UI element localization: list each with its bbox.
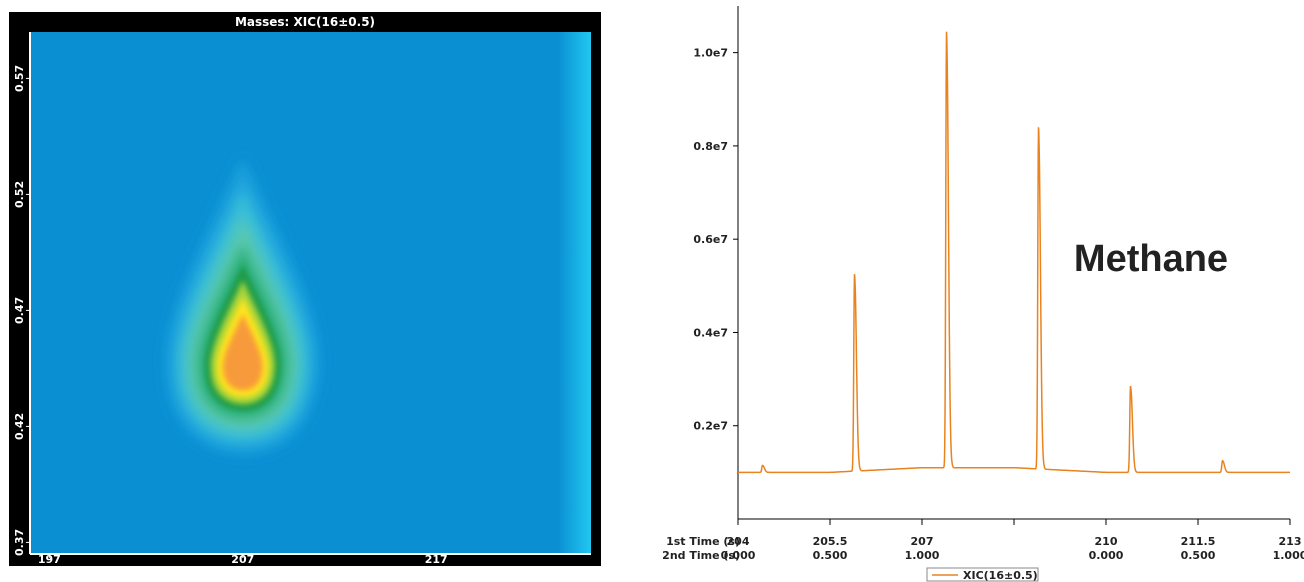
line-x-tick-label: 205.5 xyxy=(813,535,848,548)
line-y-tick-label: 0.2e7 xyxy=(693,420,728,433)
line-x-tick-label: 210 xyxy=(1095,535,1118,548)
heatmap-peak-blob xyxy=(166,158,320,454)
heatmap-right-band xyxy=(558,32,591,554)
line-x-tick-label: 213 xyxy=(1279,535,1302,548)
heatmap-x-tick-label: 197 xyxy=(38,553,61,566)
line-x-tick-label: 204 xyxy=(727,535,750,548)
line-x-tick-label-2nd: 0.000 xyxy=(721,549,756,562)
line-y-tick-label: 0.4e7 xyxy=(693,326,728,339)
line-y-ticks: 1.0e7 0.8e7 0.6e7 0.4e7 0.2e7 xyxy=(693,47,738,433)
line-x-tick-label-2nd: 1.000 xyxy=(905,549,940,562)
heatmap-y-tick-label: 0.37 xyxy=(13,529,26,556)
heatmap-x-tick-label: 217 xyxy=(425,553,448,566)
line-y-tick-label: 1.0e7 xyxy=(693,47,728,60)
heatmap-title: Masses: XIC(16±0.5) xyxy=(235,15,375,29)
heatmap-chart: Masses: XIC(16±0.5) 0.57 0.52 0.47 0.42 0.37… xyxy=(9,12,601,566)
line-x-tick-label-2nd: 1.000 xyxy=(1273,549,1304,562)
legend: XIC(16±0.5) xyxy=(926,567,1039,582)
line-y-tick-label: 0.8e7 xyxy=(693,140,728,153)
heatmap-background xyxy=(30,32,591,554)
x-axis-row2-label: 2nd Time (s) xyxy=(662,549,740,562)
line-x-tick-label: 211.5 xyxy=(1181,535,1216,548)
heatmap-y-tick-label: 0.57 xyxy=(13,65,26,92)
line-y-tick-label: 0.6e7 xyxy=(693,233,728,246)
legend-box xyxy=(926,567,1039,582)
line-x-tick-label-2nd: 0.500 xyxy=(813,549,848,562)
heatmap-plot-area xyxy=(30,32,591,554)
legend-label: XIC(16±0.5) xyxy=(963,569,1038,582)
heatmap-contour-level xyxy=(222,313,263,391)
heatmap-x-tick-label: 207 xyxy=(231,553,254,566)
x-axis-row1-label: 1st Time (s) xyxy=(666,535,740,548)
heatmap-y-tick-label: 0.47 xyxy=(13,297,26,324)
heatmap-y-tick-label: 0.42 xyxy=(13,413,26,440)
line-x-ticks: 2040.000205.50.5002071.0002100.000211.50… xyxy=(721,519,1304,562)
heatmap-x-ticks: 197 207 217 xyxy=(38,553,448,566)
compound-annotation: Methane xyxy=(1074,238,1228,280)
series-line xyxy=(738,31,1290,474)
line-x-tick-label-2nd: 0.500 xyxy=(1181,549,1216,562)
line-x-tick-label-2nd: 0.000 xyxy=(1089,549,1124,562)
heatmap-y-ticks: 0.57 0.52 0.47 0.42 0.37 xyxy=(13,65,30,556)
heatmap-y-tick-label: 0.52 xyxy=(13,181,26,208)
line-x-tick-label: 207 xyxy=(911,535,934,548)
